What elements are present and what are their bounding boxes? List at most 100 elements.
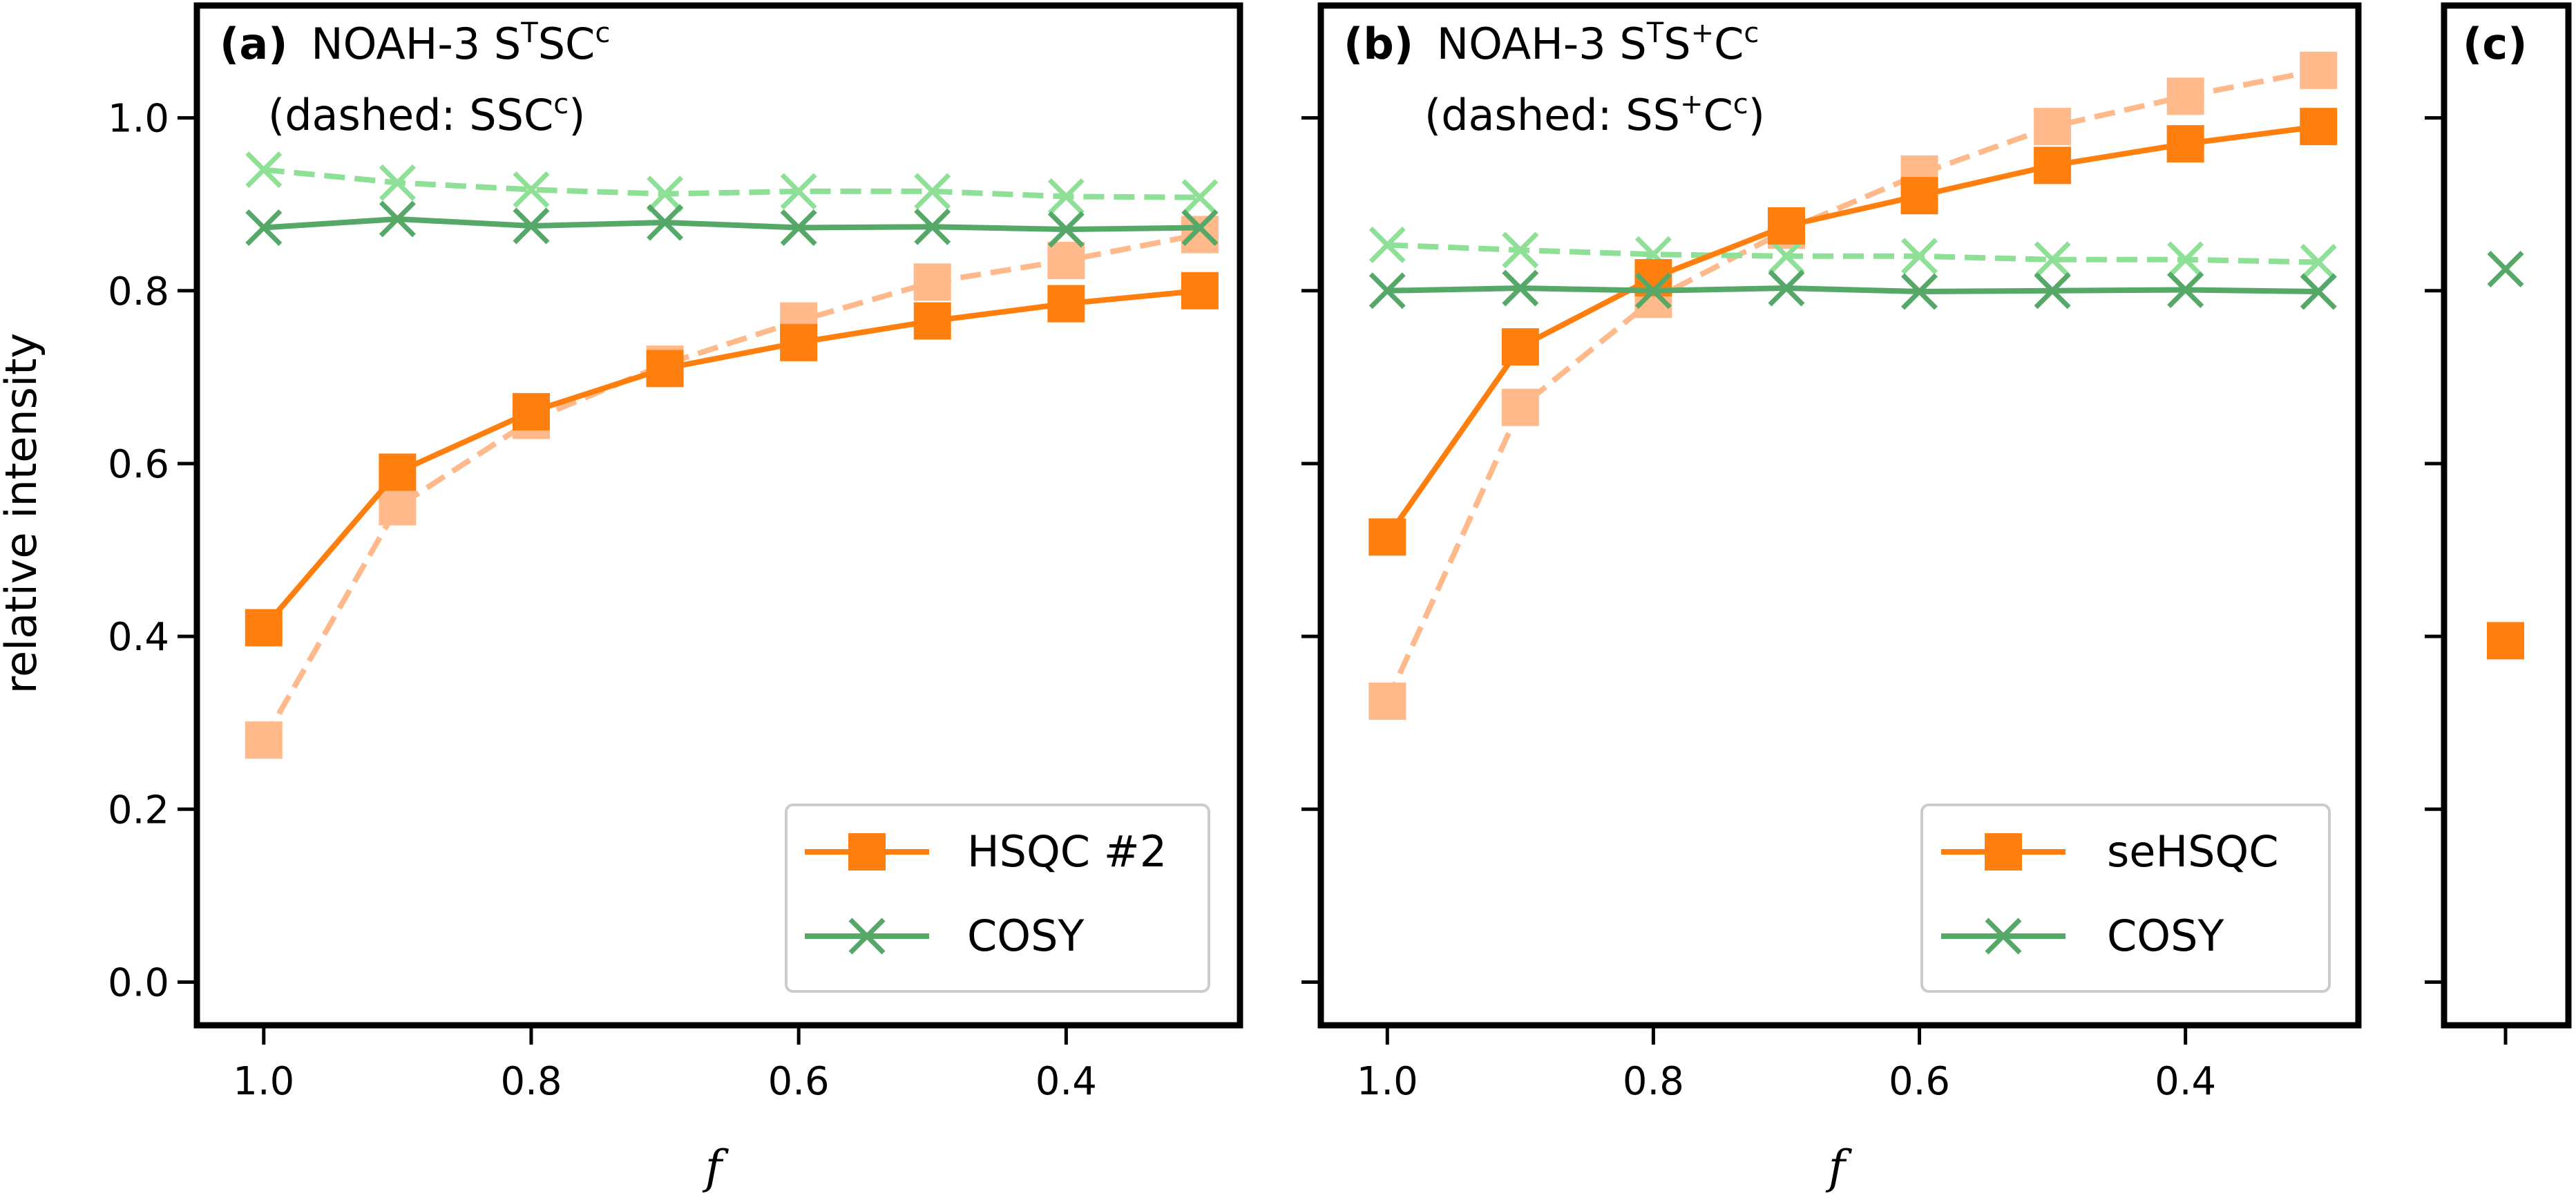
panel-b-series-3-point: [1768, 238, 1805, 275]
panel-b-series-0-point: [1900, 177, 1938, 215]
panel-a-series-2-point: [1047, 242, 1085, 279]
panel-b-series-2-point: [1368, 682, 1406, 720]
legend-cosy-b-marker: [1985, 917, 2022, 955]
panel-c-plot-area: [2487, 251, 2524, 660]
panel-a-series-0-point: [1181, 272, 1219, 310]
panel-b-series-0-point: [2166, 125, 2204, 163]
panel-a-y-tick-label: 0.2: [108, 788, 169, 833]
panel-a-y-ticks: 0.0 0.2 0.4 0.6 0.8 1.0: [108, 97, 197, 1005]
panel-a-series-1-point: [780, 209, 817, 246]
panel-b-x-ticks: 1.0 0.8 0.6 0.4: [1357, 1025, 2216, 1104]
panel-c-frame: [2441, 2, 2572, 1029]
panel-a-series-line-0: [261, 287, 1201, 630]
panel-a-series-1-point: [914, 208, 951, 245]
panel-a-series-1-point: [379, 200, 416, 238]
panel-b-series-line-3: [1387, 242, 2319, 265]
panel-a-y-tick-label: 0.8: [108, 269, 169, 314]
panel-b-series-1-point: [1768, 269, 1805, 307]
panel-a-series-3-point: [245, 151, 283, 189]
panel-a-series-1-point: [513, 207, 550, 245]
panel-b-x-tick-label: 0.6: [1889, 1059, 1950, 1104]
panel-a-series-line-3: [263, 167, 1200, 200]
panel-a-series-3-point: [379, 164, 416, 201]
panel-c: (c): [2425, 2, 2572, 1045]
panel-a-series-3-point: [780, 173, 817, 210]
panel-b-series-line-0: [1385, 124, 2319, 539]
panel-a-series-line-1: [263, 216, 1200, 232]
panel-a-title-line1: (a) NOAH-3 STSCc: [220, 17, 610, 69]
panel-c-point-hsqc: [2487, 622, 2524, 660]
panel-b-title-line2: (dashed: SS+Cc): [1424, 88, 1765, 140]
panel-b-series-2-point: [2034, 108, 2072, 146]
panel-a-x-tick-label: 0.4: [1036, 1059, 1097, 1104]
panel-a-series-1-point: [1047, 211, 1085, 248]
panel-a-series-0-point: [379, 453, 417, 491]
panel-a-series-2-point: [379, 488, 417, 526]
panel-a-series-1-point: [1181, 209, 1219, 246]
panel-b-x-tick-label: 0.4: [2155, 1059, 2216, 1104]
panel-c-letter: (c): [2463, 19, 2527, 69]
panel-b-series-2-point: [2166, 77, 2204, 115]
panel-a-y-tick-label: 0.0: [108, 960, 169, 1005]
panel-a-series-0-point: [646, 350, 684, 388]
panel-b-series-0-point: [1368, 518, 1406, 556]
panel-a-series-2-point: [1181, 216, 1219, 254]
panel-b-frame: [1317, 2, 2362, 1029]
legend-sehsqc-marker: [1985, 833, 2022, 871]
panel-a-series-1-point: [245, 209, 283, 246]
panel-b-series-1-point: [1634, 272, 1672, 310]
panel-b-plot-area: [1368, 51, 2338, 720]
legend-hsqc-label: HSQC #2: [967, 826, 1167, 877]
legend-cosy-marker: [848, 917, 886, 955]
panel-a-series-0-point: [245, 609, 283, 647]
panel-b-series-3-point: [1502, 231, 1539, 269]
panel-b-series-0-point: [2300, 108, 2338, 146]
panel-a-series-3-point: [513, 171, 550, 208]
panel-a-frame: [193, 2, 1243, 1029]
panel-a-series-line-2: [261, 231, 1201, 742]
panel-b-title-line1: (b) NOAH-3 STS+Cc: [1344, 17, 1759, 69]
panel-a-series-2-point: [913, 263, 951, 301]
panel-a-series-3-point: [1047, 178, 1085, 215]
panel-b-series-1-point: [2300, 273, 2337, 310]
panel-a-x-tick-label: 0.8: [500, 1059, 562, 1104]
panel-a-series-3-point: [647, 175, 684, 213]
panel-b-series-2-point: [1501, 388, 1539, 426]
panel-b-series-3-point: [2167, 241, 2204, 278]
panel-b-series-1-point: [2167, 272, 2204, 309]
panel-b-series-3-point: [1901, 238, 1938, 275]
panel-b-series-1-point: [2034, 272, 2071, 310]
panel-b-series-line-2: [1384, 67, 2319, 703]
panel-b-series-0-point: [2034, 146, 2072, 184]
panel-a-x-tick-label: 1.0: [233, 1059, 294, 1104]
panel-b: 1.0 0.8 0.6 0.4 f (b) NOAH-3 STS+Cc (dashed…: [1301, 2, 2362, 1194]
panel-a-plot-area: [245, 151, 1219, 759]
panel-a-series-0-point: [913, 302, 951, 340]
panel-a-y-tick-label: 1.0: [108, 97, 169, 142]
panel-b-series-2-point: [2300, 51, 2338, 89]
panel-b-x-tick-label: 1.0: [1357, 1059, 1418, 1104]
panel-a-series-0-point: [780, 323, 818, 361]
panel-b-legend: seHSQC COSY: [1920, 804, 2331, 993]
panel-c-y-ticks: [2425, 116, 2444, 984]
panel-b-series-1-point: [1502, 269, 1539, 307]
panel-a-x-tick-label: 0.6: [768, 1059, 830, 1104]
panel-b-series-1-point: [1901, 273, 1938, 310]
panel-b-series-3-point: [1368, 227, 1406, 263]
y-axis-label: relative intensity: [0, 333, 46, 694]
panel-b-series-line-1: [1387, 285, 2319, 295]
legend-cosy-label: COSY: [967, 911, 1084, 961]
panel-a-title-line2: (dashed: SSCc): [268, 88, 585, 140]
panel-a-series-1-point: [647, 204, 684, 241]
legend-hsqc-marker: [848, 833, 886, 871]
panel-a-letter: (a): [220, 19, 288, 69]
panel-a-series-0-point: [1047, 285, 1085, 323]
panel-b-y-ticks: [1301, 116, 1321, 984]
panel-b-letter: (b): [1344, 19, 1413, 69]
panel-b-series-1-point: [1368, 272, 1406, 310]
legend-cosy-b-label: COSY: [2107, 911, 2224, 961]
panel-a-y-tick-label: 0.6: [108, 442, 169, 487]
panel-b-series-3-point: [2034, 241, 2071, 278]
panel-a-x-axis-label: f: [702, 1141, 729, 1194]
